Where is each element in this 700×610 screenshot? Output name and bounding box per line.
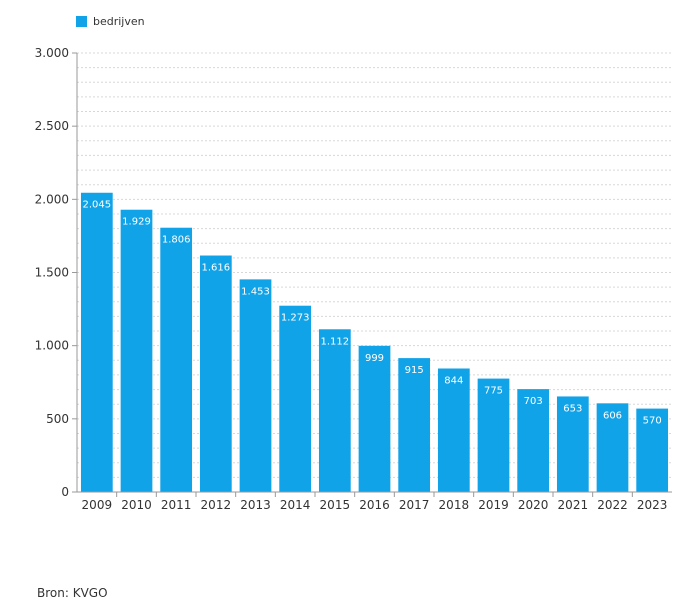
y-tick-label: 1.000: [35, 339, 69, 353]
value-labels: 2.045 1.929 1.806 1.616 1.453 1.273 1.112 999 91…: [83, 200, 662, 427]
y-tick-label: 3.000: [35, 46, 69, 60]
x-tick-label: 2017: [399, 498, 430, 512]
bar-value-label: 1.453: [241, 286, 270, 297]
bar: [279, 305, 312, 492]
x-tick-label: 2014: [280, 498, 311, 512]
x-tick-label: 2009: [82, 498, 113, 512]
y-tick-label: 1.500: [35, 266, 69, 280]
x-tick-label: 2016: [359, 498, 390, 512]
x-tick-label: 2021: [558, 498, 589, 512]
bar-value-label: 999: [365, 353, 384, 364]
axes: [72, 52, 672, 497]
bar: [199, 255, 232, 492]
y-tick-label: 0: [61, 485, 69, 499]
x-tick-label: 2015: [320, 498, 351, 512]
bar-value-label: 775: [484, 386, 503, 397]
bar: [120, 209, 153, 492]
x-tick-label: 2019: [478, 498, 509, 512]
bar-value-label: 915: [405, 365, 424, 376]
x-tick-label: 2018: [439, 498, 470, 512]
x-axis-tick-labels: 2009 2010 2011 2012 2013 2014 2015 2016 2017 2018…: [82, 498, 668, 512]
y-tick-label: 500: [46, 412, 69, 426]
bar: [358, 345, 391, 492]
bar-value-label: 1.806: [162, 235, 191, 246]
bar-value-label: 2.045: [83, 200, 112, 211]
bar-value-label: 844: [444, 375, 463, 386]
bar-value-label: 1.273: [281, 313, 310, 324]
legend: bedrijven: [76, 15, 145, 28]
x-tick-label: 2011: [161, 498, 192, 512]
bar-value-label: 1.929: [122, 217, 151, 228]
source-note: Bron: KVGO: [37, 586, 108, 600]
bar: [477, 378, 510, 492]
bar: [517, 389, 550, 492]
x-tick-label: 2012: [201, 498, 232, 512]
bar-value-label: 1.616: [202, 263, 231, 274]
bar: [318, 329, 351, 492]
bar-value-label: 570: [643, 416, 662, 427]
bar: [636, 408, 669, 492]
x-tick-label: 2023: [637, 498, 668, 512]
bar-value-label: 653: [563, 403, 582, 414]
x-tick-label: 2020: [518, 498, 549, 512]
bar: [556, 396, 589, 492]
bars: [80, 192, 669, 493]
bar: [596, 403, 629, 492]
bar: [239, 279, 272, 492]
y-tick-label: 2.500: [35, 119, 69, 133]
bar: [80, 192, 113, 492]
bar-value-label: 606: [603, 410, 622, 421]
x-tick-label: 2022: [597, 498, 628, 512]
bar-value-label: 703: [524, 396, 543, 407]
bar: [398, 358, 431, 492]
bar: [160, 227, 193, 493]
bar-value-label: 1.112: [321, 336, 350, 347]
legend-swatch: [76, 16, 87, 27]
bar: [437, 368, 470, 492]
x-tick-label: 2010: [121, 498, 152, 512]
x-tick-label: 2013: [240, 498, 271, 512]
legend-label: bedrijven: [93, 15, 145, 28]
y-axis-tick-labels: 0 500 1.000 1.500 2.000 2.500 3.000: [35, 46, 69, 499]
y-tick-label: 2.000: [35, 192, 69, 206]
